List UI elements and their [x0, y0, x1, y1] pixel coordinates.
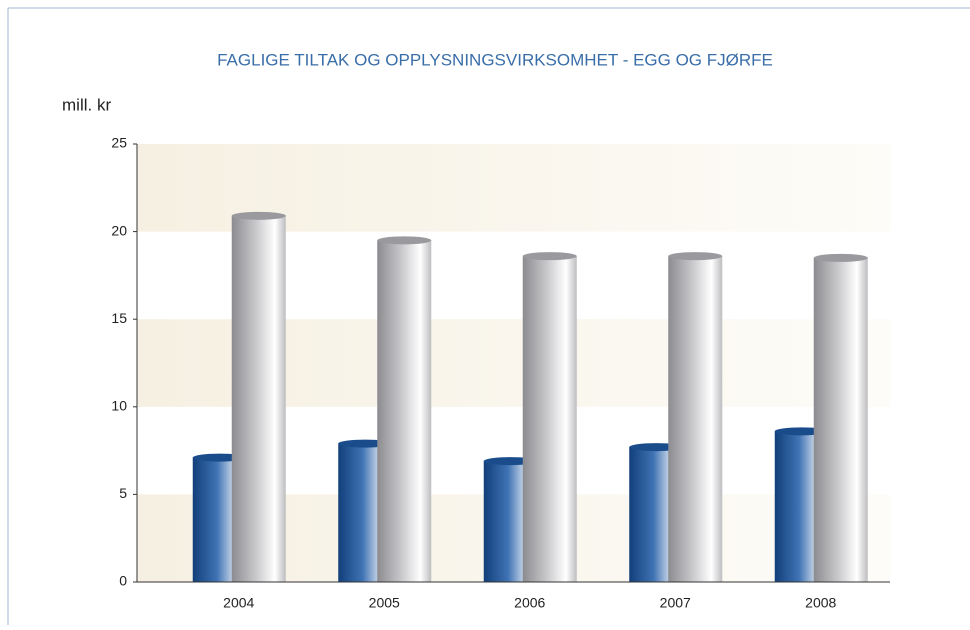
y-axis-label: mill. kr [62, 95, 111, 114]
y-tick-label: 25 [111, 135, 127, 151]
chart-title: FAGLIGE TILTAK OG OPPLYSNINGSVIRKSOMHET … [217, 50, 773, 69]
x-tick-label: 2008 [805, 595, 836, 611]
y-tick-label: 0 [119, 573, 127, 589]
x-tick-label: 2006 [514, 595, 545, 611]
bar-cap [231, 211, 286, 220]
bar [231, 215, 286, 582]
y-tick-label: 20 [111, 222, 127, 238]
bar-cap [522, 252, 577, 261]
bar-cap [813, 253, 868, 262]
y-tick-label: 15 [111, 310, 127, 326]
bar [522, 256, 577, 582]
bar [377, 240, 432, 583]
bar-cap [668, 252, 723, 261]
y-tick-label: 10 [111, 398, 127, 414]
y-tick-label: 5 [119, 485, 127, 501]
x-tick-label: 2007 [660, 595, 691, 611]
bar [668, 256, 723, 582]
bar [813, 257, 868, 582]
x-tick-label: 2004 [223, 595, 254, 611]
x-tick-label: 2005 [369, 595, 400, 611]
bar-cap [377, 236, 432, 245]
